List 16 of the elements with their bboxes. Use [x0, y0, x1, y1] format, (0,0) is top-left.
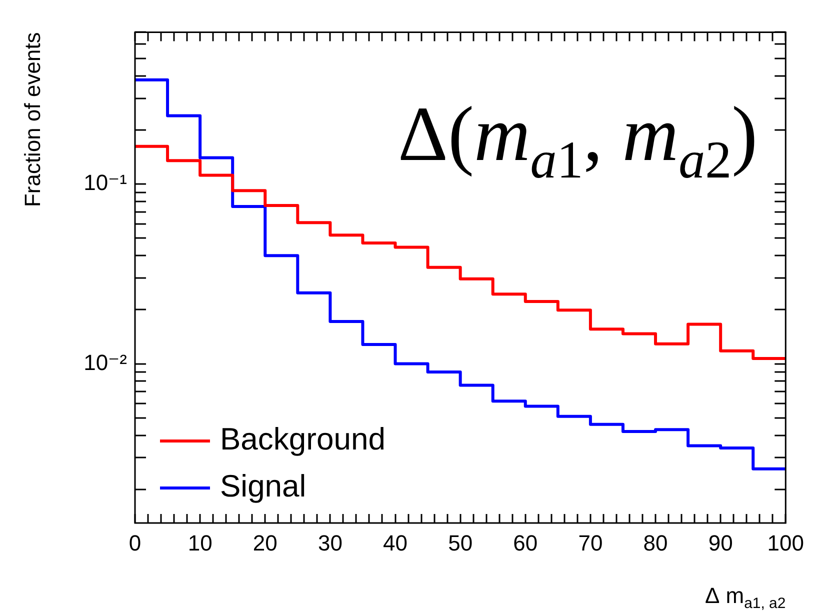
- text: Fraction of events: [20, 32, 45, 208]
- x-tick-label: 10: [188, 530, 212, 556]
- x-tick-label: 100: [767, 530, 804, 556]
- x-tick-label: 30: [318, 530, 342, 556]
- x-tick-label: 60: [513, 530, 538, 556]
- x-tick-label: 20: [252, 530, 278, 556]
- x-tick-label: 90: [708, 530, 733, 556]
- x-tick-label: 70: [578, 530, 603, 556]
- x-tick-label: 50: [448, 530, 473, 556]
- x-tick-label: 40: [383, 530, 408, 556]
- x-tick-label: 80: [643, 530, 668, 556]
- y-tick-label: 10⁻¹: [84, 170, 127, 196]
- legend-label: Background: [220, 422, 386, 457]
- legend-label: Signal: [220, 468, 306, 504]
- y-tick-label: 10⁻²: [84, 350, 127, 375]
- x-tick-label: 0: [128, 530, 142, 556]
